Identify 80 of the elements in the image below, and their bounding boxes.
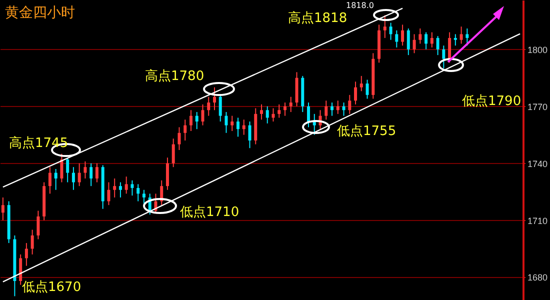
candlestick (248, 121, 252, 149)
candlestick (113, 178, 116, 198)
candlestick (266, 106, 269, 124)
candlestick (207, 96, 210, 116)
candlestick (236, 117, 240, 138)
candlestick (184, 119, 187, 142)
candlestick (224, 112, 228, 134)
annotation: 高点1745 (9, 136, 68, 151)
candlestick (424, 32, 428, 50)
y-tick-label: 1710 (528, 216, 548, 226)
candlestick (284, 102, 287, 116)
candlestick (366, 79, 369, 100)
candlestick (401, 24, 404, 46)
y-tick-label: 1740 (528, 158, 548, 169)
candlestick (172, 138, 175, 168)
candlestick (124, 176, 128, 194)
y-tick-label: 1800 (528, 44, 548, 55)
candlestick (418, 28, 422, 44)
candlestick (448, 32, 452, 64)
chart-title: 黄金四小时 (5, 5, 75, 21)
candlestick (389, 22, 392, 40)
candlestick (260, 104, 263, 120)
candlestick (30, 229, 34, 255)
candlestick (348, 94, 352, 114)
candlestick (430, 32, 434, 48)
candlestick (436, 36, 440, 56)
candlestick (395, 30, 398, 48)
candlestick (90, 162, 93, 187)
candlestick (272, 108, 275, 122)
candlestick (36, 210, 40, 240)
candlestick (78, 162, 81, 187)
annotation: 低点1790 (462, 94, 522, 109)
y-tick-label: 1680 (528, 272, 548, 283)
candlestick (24, 242, 28, 266)
candlestick (195, 112, 198, 130)
annotation: 高点1818 (288, 11, 348, 26)
candlestick (1, 196, 4, 221)
annotation: 低点1710 (180, 205, 240, 220)
annotation: 高点1780 (145, 69, 204, 84)
candlestick (84, 160, 87, 179)
candlestick (289, 96, 292, 113)
candlestick (19, 254, 22, 286)
candlestick (383, 14, 386, 38)
candlestick (212, 86, 216, 111)
candlestick (130, 180, 134, 196)
candlestick (230, 115, 234, 132)
candlestick (307, 102, 310, 128)
candlestick (218, 94, 222, 122)
candlestick (136, 184, 140, 202)
candlestick (242, 119, 246, 136)
candlestick (324, 100, 328, 120)
candlestick (189, 110, 192, 132)
candlestick (48, 166, 52, 194)
candlestick (278, 104, 281, 118)
candlestick (166, 157, 169, 190)
candlestick (178, 126, 181, 150)
annotation: 低点1670 (22, 280, 82, 295)
candlestick (360, 75, 363, 92)
candlestick (60, 153, 64, 183)
candlestick (54, 168, 58, 190)
candlestick (66, 157, 70, 183)
candlestick (442, 45, 446, 69)
candlestick (412, 34, 416, 54)
candlestick (201, 104, 204, 126)
candlestick (107, 182, 110, 206)
candlestick (312, 113, 316, 136)
candlestick (460, 26, 463, 44)
candlestick (354, 81, 358, 105)
candlestick (342, 102, 346, 116)
candlestick (118, 182, 122, 198)
candlestick (95, 162, 98, 183)
candlestick (336, 100, 340, 114)
candlestick (406, 28, 410, 56)
y-tick-label: 1770 (528, 102, 548, 112)
annotation: 1818.0 (346, 1, 374, 10)
annotation: 低点1755 (337, 124, 396, 139)
candlestick (72, 166, 75, 190)
candlestick (330, 102, 334, 116)
candlestick (142, 189, 146, 206)
candlestick (454, 34, 457, 46)
